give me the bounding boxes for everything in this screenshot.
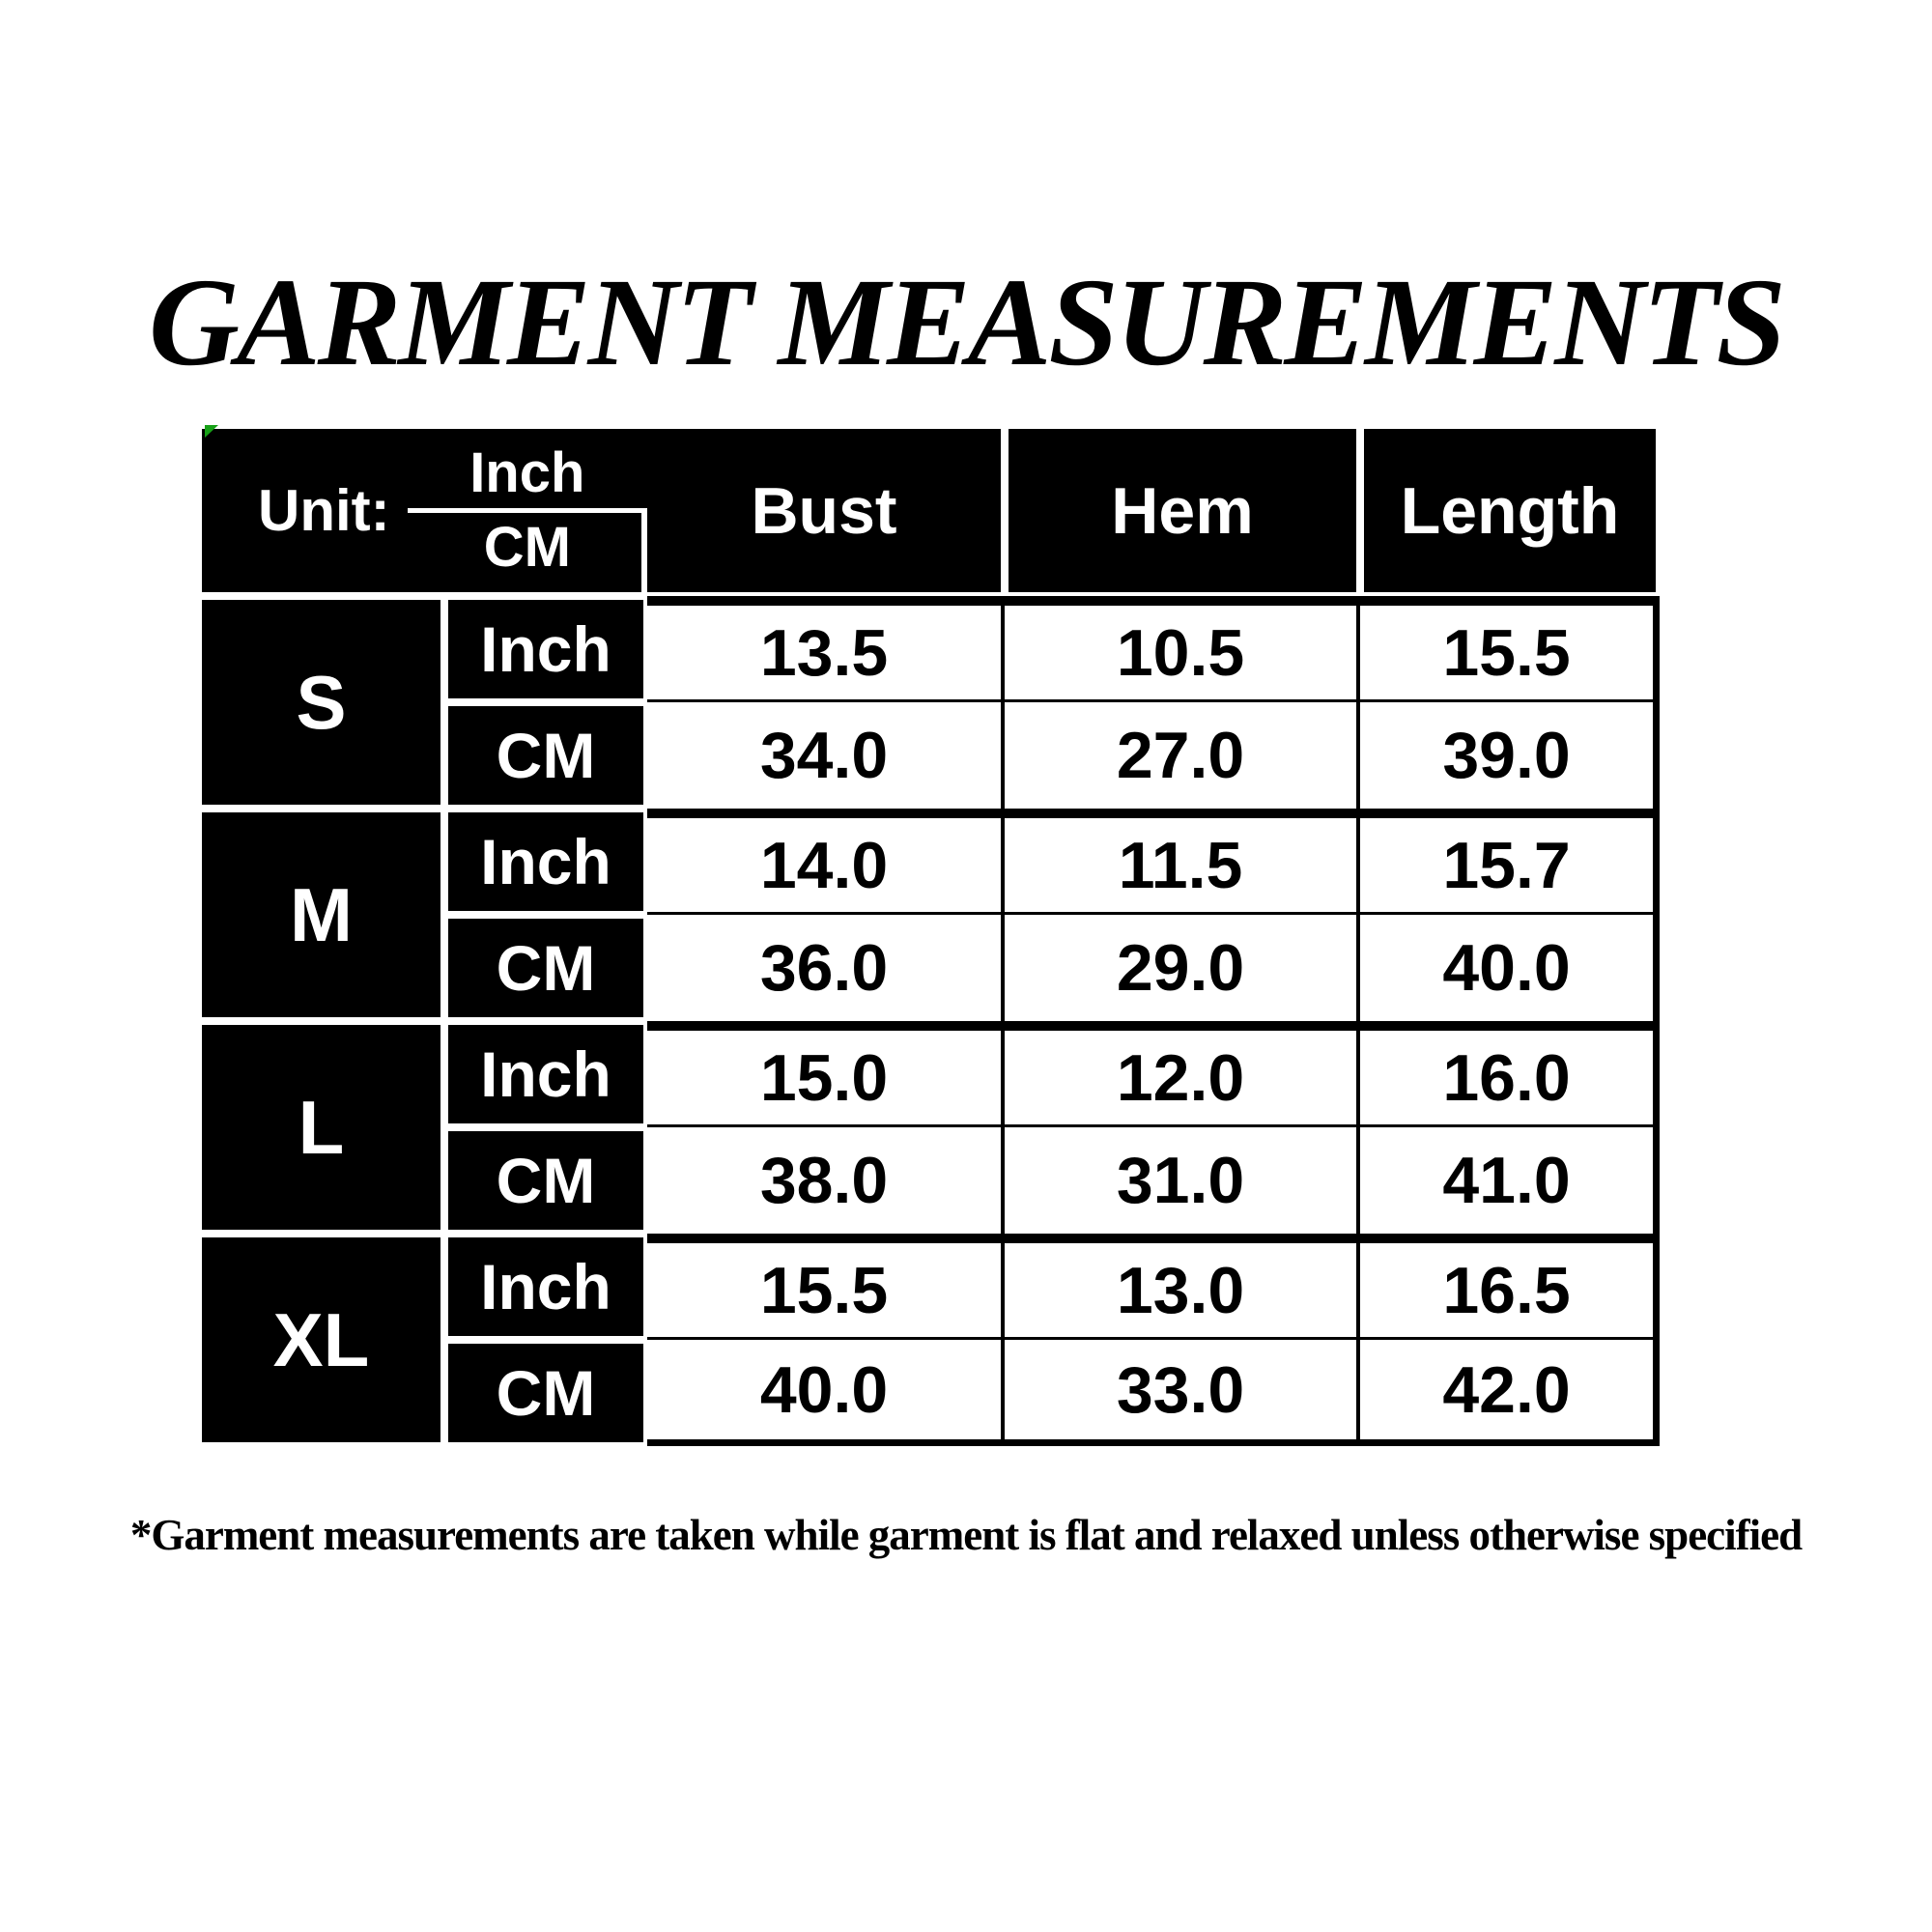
value-l-cm-bust: 38.0 (647, 1127, 1005, 1234)
row-unit-inch: Inch (448, 812, 643, 911)
row-unit-inch: Inch (448, 600, 643, 698)
column-header-bust: Bust (647, 429, 1001, 592)
unit-cm-label: CM (483, 516, 571, 579)
column-header-hem: Hem (1009, 429, 1356, 592)
row-unit-cm: CM (448, 1344, 643, 1442)
value-xl-cm-hem: 33.0 (1005, 1340, 1360, 1446)
value-xl-inch-bust: 15.5 (647, 1234, 1005, 1340)
size-label-m: M (202, 812, 440, 1017)
unit-fraction: Inch CM (407, 441, 647, 579)
row-unit-cm: CM (448, 706, 643, 805)
value-m-inch-hem: 11.5 (1005, 809, 1360, 915)
fraction-divider-line (407, 508, 647, 513)
row-unit-cm: CM (448, 1131, 643, 1230)
header-vertical-divider (641, 510, 647, 592)
value-s-inch-length: 15.5 (1360, 596, 1660, 702)
unit-header-cell: Unit: Inch CM (202, 425, 647, 592)
value-s-cm-length: 39.0 (1360, 702, 1660, 809)
value-l-inch-bust: 15.0 (647, 1021, 1005, 1127)
row-unit-inch: Inch (448, 1237, 643, 1336)
value-xl-cm-bust: 40.0 (647, 1340, 1005, 1446)
green-corner-artifact (205, 425, 218, 438)
page-title: GARMENT MEASUREMENTS (149, 253, 1786, 392)
value-m-inch-length: 15.7 (1360, 809, 1660, 915)
value-l-cm-length: 41.0 (1360, 1127, 1660, 1234)
value-s-cm-hem: 27.0 (1005, 702, 1360, 809)
value-l-inch-hem: 12.0 (1005, 1021, 1360, 1127)
row-unit-cm: CM (448, 919, 643, 1017)
size-label-xl: XL (202, 1237, 440, 1442)
value-m-cm-length: 40.0 (1360, 915, 1660, 1021)
column-header-length: Length (1364, 429, 1656, 592)
size-label-s: S (202, 600, 440, 805)
value-m-cm-bust: 36.0 (647, 915, 1005, 1021)
value-l-cm-hem: 31.0 (1005, 1127, 1360, 1234)
value-s-inch-hem: 10.5 (1005, 596, 1360, 702)
value-xl-cm-length: 42.0 (1360, 1340, 1660, 1446)
value-xl-inch-hem: 13.0 (1005, 1234, 1360, 1340)
unit-label: Unit: (258, 478, 390, 543)
row-unit-inch: Inch (448, 1025, 643, 1123)
value-xl-inch-length: 16.5 (1360, 1234, 1660, 1340)
measurement-table: Unit: Inch CM Bust Hem Length S Inch 13.… (198, 425, 1660, 1449)
unit-inch-label: Inch (469, 441, 585, 504)
value-s-cm-bust: 34.0 (647, 702, 1005, 809)
measurement-footnote: *Garment measurements are taken while ga… (129, 1511, 1803, 1559)
value-l-inch-length: 16.0 (1360, 1021, 1660, 1127)
value-m-inch-bust: 14.0 (647, 809, 1005, 915)
value-m-cm-hem: 29.0 (1005, 915, 1360, 1021)
value-s-inch-bust: 13.5 (647, 596, 1005, 702)
size-label-l: L (202, 1025, 440, 1230)
